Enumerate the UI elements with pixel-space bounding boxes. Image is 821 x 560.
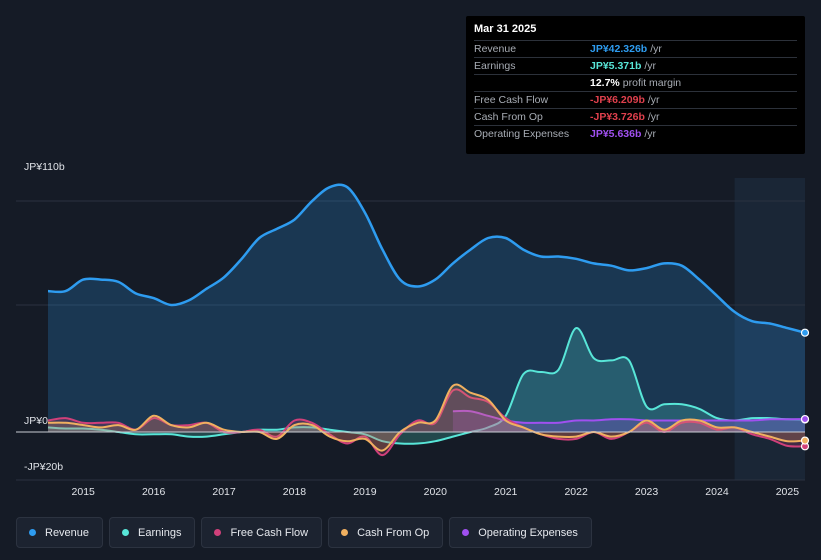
legend-item-revenue[interactable]: Revenue: [16, 517, 104, 548]
earnings-line: [47, 327, 806, 445]
legend-dot-icon: [29, 529, 36, 536]
tooltip-value: 12.7%: [590, 77, 620, 89]
cash-from-op-end-point: [800, 436, 810, 445]
revenue-line: [47, 183, 806, 334]
legend-label: Earnings: [138, 526, 182, 539]
x-tick-label: 2024: [705, 486, 729, 498]
tooltip-label: Free Cash Flow: [474, 94, 549, 106]
revenue-area: [48, 184, 805, 432]
tooltip-value: -JP¥3.726b: [590, 111, 645, 123]
tooltip-unit: /yr: [647, 111, 660, 123]
cash-from-op-area: [48, 384, 805, 451]
tooltip-label: Operating Expenses: [474, 128, 570, 140]
legend-label: Free Cash Flow: [230, 526, 309, 539]
y-label-bottom: -JP¥20b: [24, 461, 63, 473]
x-tick-label: 2015: [72, 486, 96, 498]
tooltip-panel: Mar 31 2025 Revenue JP¥42.326b /yr Earni…: [466, 16, 805, 154]
x-tick-label: 2021: [494, 486, 518, 498]
legend-dot-icon: [341, 529, 349, 536]
chart-canvas: JP¥110b JP¥0 -JP¥20b 2015 2016 2017 2018 201…: [16, 161, 810, 498]
earnings-area: [48, 328, 805, 444]
y-label-zero: JP¥0: [24, 415, 48, 427]
tooltip-unit: /yr: [650, 43, 662, 55]
legend-item-operating-expenses[interactable]: Operating Expenses: [449, 517, 592, 548]
tooltip-unit: /yr: [644, 128, 657, 140]
tooltip-unit: profit margin: [622, 77, 682, 89]
tooltip-date: Mar 31 2025: [474, 23, 537, 35]
tooltip-row-free-cash-flow: Free Cash Flow -JP¥6.209b /yr: [474, 91, 797, 108]
legend-label: Operating Expenses: [478, 526, 578, 539]
legend-label: Cash From Op: [357, 526, 430, 539]
legend-item-cash-from-op[interactable]: Cash From Op: [328, 517, 444, 548]
x-tick-label: 2019: [353, 486, 377, 498]
tooltip-row-earnings: Earnings JP¥5.371b /yr: [474, 57, 797, 74]
tooltip-value: -JP¥6.209b: [590, 94, 645, 106]
tooltip-row-revenue: Revenue JP¥42.326b /yr: [474, 40, 797, 57]
legend-dot-icon: [122, 529, 130, 536]
cash-from-op-line: [47, 383, 806, 452]
x-tick-label: 2020: [424, 486, 448, 498]
legend-item-earnings[interactable]: Earnings: [109, 517, 196, 548]
x-tick-label: 2022: [564, 486, 588, 498]
x-tick-label: 2023: [635, 486, 659, 498]
tooltip-row-profit-margin: 12.7% profit margin: [474, 74, 797, 91]
tooltip-row-cash-from-op: Cash From Op -JP¥3.726b /yr: [474, 108, 797, 125]
y-label-top: JP¥110b: [24, 161, 65, 173]
x-tick-label: 2018: [283, 486, 307, 498]
x-tick-label: 2017: [212, 486, 236, 498]
legend-label: Revenue: [45, 526, 90, 539]
tooltip-value: JP¥5.371b: [590, 60, 642, 72]
chart-legend: Revenue Earnings Free Cash Flow Cash Fro…: [16, 517, 592, 548]
legend-item-free-cash-flow[interactable]: Free Cash Flow: [201, 517, 323, 548]
tooltip-value: JP¥42.326b: [590, 43, 648, 55]
legend-dot-icon: [462, 529, 470, 536]
tooltip-label: Cash From Op: [474, 111, 543, 123]
tooltip-row-operating-expenses: Operating Expenses JP¥5.636b /yr: [474, 125, 797, 142]
x-tick-label: 2016: [142, 486, 166, 498]
legend-dot-icon: [214, 529, 222, 536]
revenue-end-point: [800, 328, 810, 337]
operating-expenses-end-point: [800, 414, 810, 424]
tooltip-value: JP¥5.636b: [590, 128, 642, 140]
tooltip-label: Revenue: [474, 43, 517, 55]
x-tick-label: 2025: [776, 486, 800, 498]
tooltip-label: Earnings: [474, 60, 516, 72]
tooltip-unit: /yr: [647, 94, 660, 106]
tooltip-unit: /yr: [644, 60, 657, 72]
